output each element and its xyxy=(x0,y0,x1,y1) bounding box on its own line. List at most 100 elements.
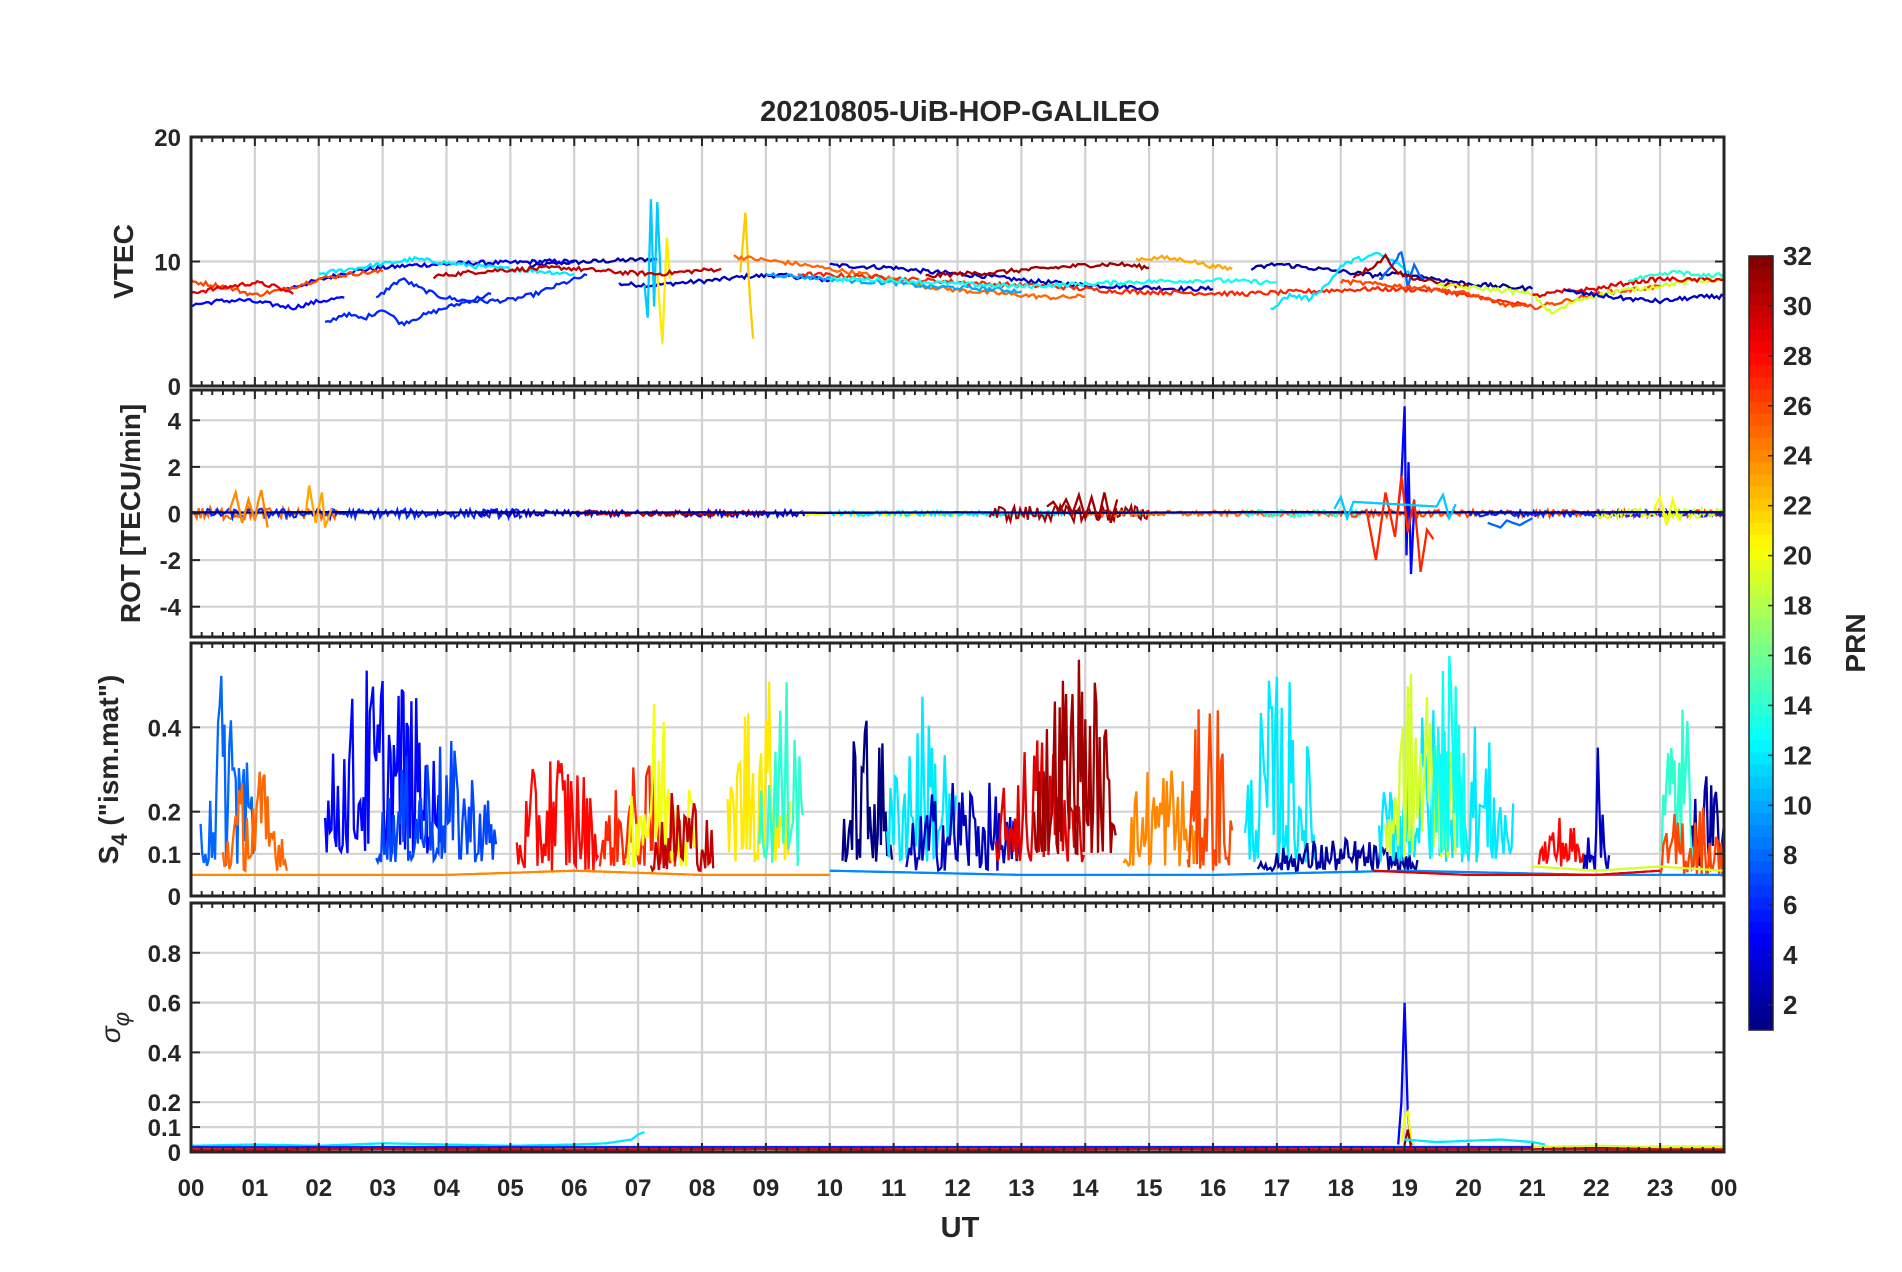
colorbar-box xyxy=(1748,255,1774,1031)
series-prn-23 xyxy=(304,485,333,528)
x-tick-label: 20 xyxy=(1455,1175,1482,1202)
colorbar-segment xyxy=(1749,896,1773,910)
colorbar-segment xyxy=(1749,872,1773,886)
colorbar-segment xyxy=(1749,582,1773,596)
y-tick-label: 0.1 xyxy=(148,1115,181,1142)
colorbar-segment xyxy=(1749,763,1773,777)
y-tick-label: 2 xyxy=(168,455,181,482)
colorbar-tick-label: 16 xyxy=(1783,640,1812,670)
y-tick-label: 0.4 xyxy=(148,715,182,742)
colorbar-segment xyxy=(1749,751,1773,765)
x-tick-label: 21 xyxy=(1519,1175,1546,1202)
x-tick-label: 10 xyxy=(816,1175,843,1202)
colorbar-segment xyxy=(1749,352,1773,366)
burst-series-prn-30 xyxy=(649,792,715,874)
series-group xyxy=(191,199,1724,344)
x-tick-label: 22 xyxy=(1583,1175,1610,1202)
colorbar-segment xyxy=(1749,437,1773,451)
colorbar-segment xyxy=(1749,800,1773,813)
y-tick-label: 0.6 xyxy=(148,991,181,1018)
burst-series-prn-12 xyxy=(1377,710,1515,863)
series-prn-21 xyxy=(656,237,672,344)
x-ticks xyxy=(190,136,1725,387)
y-tick-label: 0.1 xyxy=(148,842,181,869)
x-axis-label: UT xyxy=(941,1212,980,1244)
colorbar-segment xyxy=(1749,461,1773,475)
x-tick-label: 00 xyxy=(1711,1175,1738,1202)
series-prn-22 xyxy=(739,212,755,339)
colorbar-segment xyxy=(1749,909,1773,922)
x-tick-label: 11 xyxy=(881,1175,906,1202)
series-prn-23 xyxy=(1135,254,1233,272)
burst-series-prn-31 xyxy=(1032,659,1117,856)
colorbar-segment xyxy=(1749,316,1773,330)
y-tick-label: 0 xyxy=(168,884,181,911)
colorbar-segment xyxy=(1749,401,1773,414)
colorbar-segment xyxy=(1749,473,1773,487)
colorbar-segment xyxy=(1749,945,1773,959)
colorbar-tick-label: 32 xyxy=(1783,241,1812,271)
x-tick-labels: 00 01 02 03 04 05 06 07 08 09 10 11 12 13 14 15 16 17 18 19… xyxy=(178,1175,1738,1202)
colorbar-segment xyxy=(1749,292,1773,305)
colorbar-segment xyxy=(1749,812,1773,825)
x-tick-label: 01 xyxy=(242,1175,269,1202)
colorbar-tick-label: 26 xyxy=(1783,391,1812,421)
x-tick-label: 08 xyxy=(689,1175,716,1202)
colorbar-segment xyxy=(1749,739,1773,753)
x-tick-label: 16 xyxy=(1200,1175,1227,1202)
colorbar-segment xyxy=(1749,727,1773,741)
series-prn-12 xyxy=(191,1131,645,1147)
colorbar-segment xyxy=(1749,280,1773,293)
series-prn-8 xyxy=(1379,250,1425,289)
colorbar-segment xyxy=(1749,449,1773,463)
colorbar-segment xyxy=(1749,715,1773,729)
x-tick-label: 06 xyxy=(561,1175,588,1202)
colorbar-segment xyxy=(1749,268,1773,281)
y-axis-label: VTEC xyxy=(108,224,139,299)
x-tick-label: 23 xyxy=(1647,1175,1674,1202)
series-group xyxy=(191,406,1724,575)
colorbar-segment xyxy=(1749,425,1773,438)
x-ticks xyxy=(190,390,1725,637)
series-prn-19 xyxy=(1532,865,1724,872)
colorbar-segment xyxy=(1749,389,1773,402)
grid xyxy=(189,903,1726,1154)
series-prn-26 xyxy=(191,268,384,297)
y-tick-label: 20 xyxy=(154,125,181,152)
burst-series-prn-7 xyxy=(375,740,498,866)
colorbar-segment xyxy=(1749,703,1773,717)
burst-series-prn-2 xyxy=(1256,836,1419,873)
colorbar-segment xyxy=(1749,679,1773,692)
x-tick-label: 18 xyxy=(1327,1175,1354,1202)
series-prn-19 xyxy=(1436,275,1724,315)
series-prn-29 xyxy=(1372,869,1661,877)
burst-series-prn-12 xyxy=(1243,676,1317,863)
colorbar-segment xyxy=(1749,413,1773,426)
x-tick-label: 00 xyxy=(178,1175,205,1202)
burst-series-prn-8 xyxy=(199,675,255,867)
colorbar-segment xyxy=(1749,558,1773,572)
colorbar-segment xyxy=(1749,304,1773,318)
y-tick-label: -4 xyxy=(160,595,182,622)
y-tick-label: -2 xyxy=(160,548,181,575)
colorbar-tick-label: 10 xyxy=(1783,790,1812,820)
x-tick-label: 13 xyxy=(1008,1175,1035,1202)
series-prn-1 xyxy=(191,510,1724,514)
series-prn-8 xyxy=(1487,517,1533,529)
y-tick-label: 0.2 xyxy=(148,1090,181,1117)
panel-s4: 0 0.1 0.2 0.4 S4 ("ism.mat") xyxy=(93,641,1726,911)
colorbar-segment xyxy=(1749,509,1773,523)
colorbar-tick-label: 4 xyxy=(1783,940,1798,970)
colorbar-segment xyxy=(1749,643,1773,656)
colorbar-segment xyxy=(1749,848,1773,862)
colorbar-segment xyxy=(1749,667,1773,680)
series-prn-2 xyxy=(1250,262,1534,293)
x-ticks xyxy=(190,903,1725,1153)
colorbar-segment xyxy=(1749,340,1773,354)
series-group xyxy=(191,655,1724,878)
series-prn-11 xyxy=(643,199,662,318)
series-prn-6 xyxy=(375,273,588,305)
